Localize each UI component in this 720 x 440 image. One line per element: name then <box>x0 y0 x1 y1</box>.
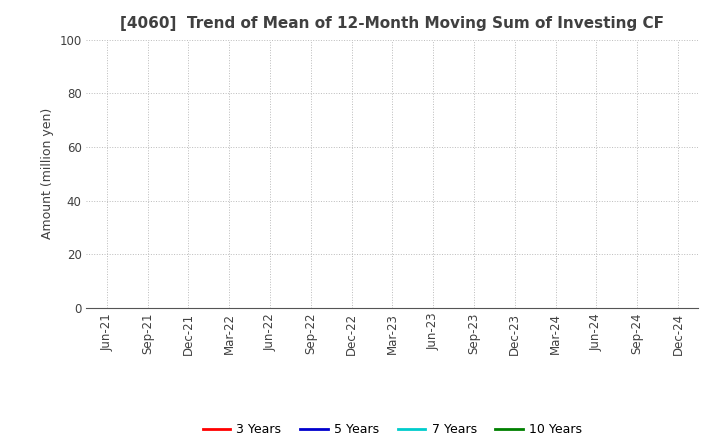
Y-axis label: Amount (million yen): Amount (million yen) <box>41 108 54 239</box>
Legend: 3 Years, 5 Years, 7 Years, 10 Years: 3 Years, 5 Years, 7 Years, 10 Years <box>198 418 587 440</box>
Title: [4060]  Trend of Mean of 12-Month Moving Sum of Investing CF: [4060] Trend of Mean of 12-Month Moving … <box>120 16 665 32</box>
